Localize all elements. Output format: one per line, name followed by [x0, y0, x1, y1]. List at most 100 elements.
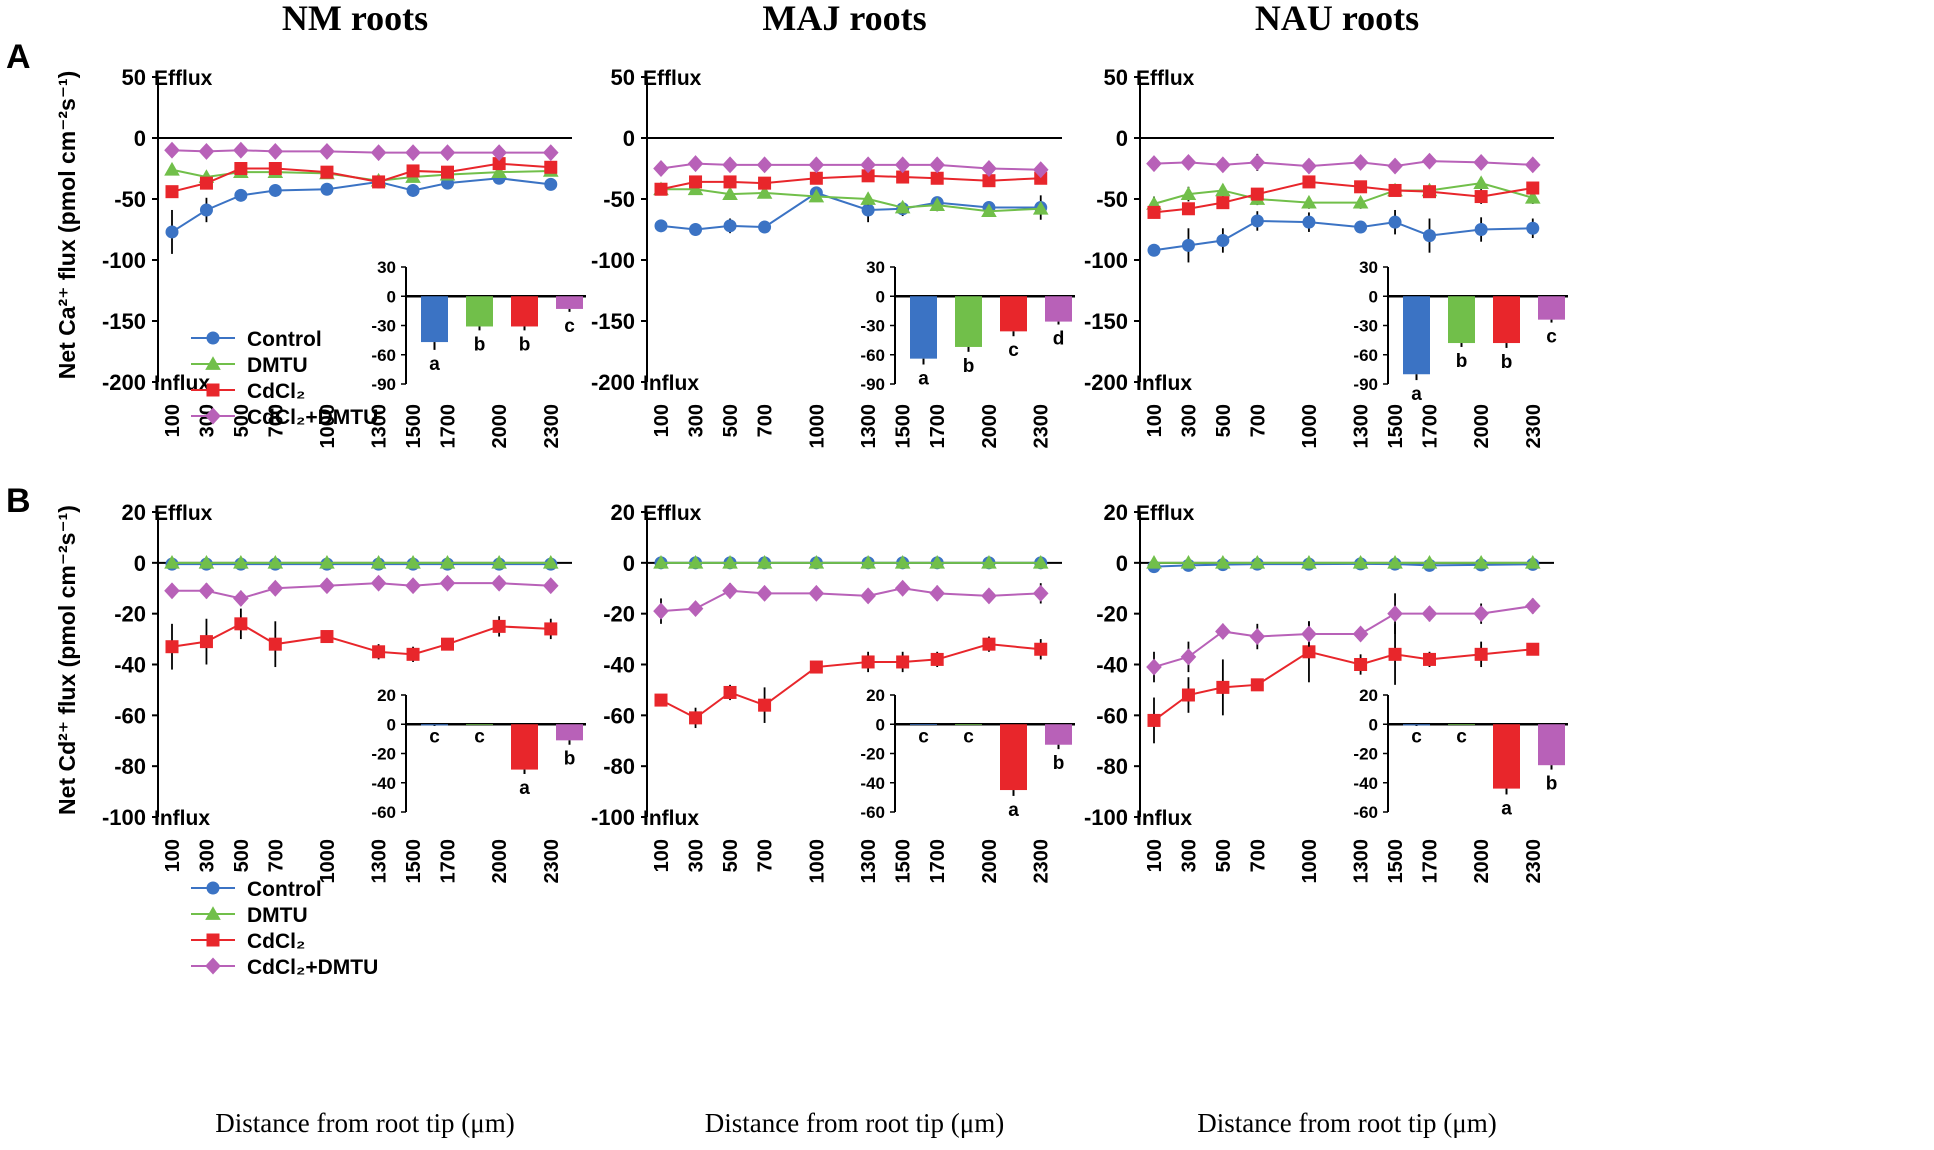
data-point	[894, 156, 911, 174]
inset-y-tick-label: 0	[876, 287, 885, 306]
y-tick-label: -100	[1084, 805, 1128, 830]
data-point	[319, 142, 335, 160]
data-point	[1421, 605, 1438, 623]
data-point	[687, 600, 704, 618]
y-tick-label: -60	[114, 703, 146, 728]
significance-letter: c	[1411, 726, 1422, 747]
y-tick-label: 0	[1116, 551, 1128, 576]
x-tick-label: 2300	[541, 839, 563, 884]
legend-label: Control	[247, 878, 322, 901]
x-tick-label: 1500	[403, 404, 425, 449]
x-tick-label: 1300	[858, 404, 880, 449]
influx-label: Influx	[154, 372, 210, 395]
inset-y-tick-label: -30	[371, 317, 396, 336]
x-tick-label: 100	[1144, 839, 1166, 872]
y-tick-label: -20	[114, 602, 146, 627]
inset-bar	[955, 724, 982, 726]
data-point	[1388, 183, 1402, 197]
x-tick-label: 700	[755, 839, 777, 872]
x-tick-label: 500	[1213, 404, 1235, 437]
inset-bar	[955, 296, 982, 347]
series	[653, 555, 1049, 569]
inset-bar-chart: 20 0 -20 -40 -60 c c a b	[371, 686, 586, 822]
data-point	[268, 162, 282, 175]
y-tick-label: -100	[1084, 248, 1128, 273]
y-axis-label: Net Cd²⁺ flux (pmol cm⁻²s⁻¹)	[54, 505, 80, 815]
inset-bar	[1403, 296, 1430, 375]
data-point	[1524, 597, 1541, 615]
x-tick-label: 1700	[927, 404, 949, 449]
x-tick-label: 300	[1178, 839, 1200, 872]
legend-label: CdCl₂	[247, 930, 305, 953]
y-tick-label: -100	[102, 805, 146, 830]
data-point	[758, 698, 772, 712]
data-point	[492, 619, 506, 633]
data-point	[894, 555, 911, 569]
x-tick-label: 1000	[317, 839, 339, 884]
data-point	[542, 144, 559, 162]
data-point	[1146, 555, 1162, 569]
series	[654, 636, 1048, 729]
data-point	[1473, 555, 1489, 569]
data-point	[1352, 194, 1369, 209]
chart-panel: 20 0 -20 -40 -60 -80 -100 Efflux Influx 100 300 500…	[591, 500, 1075, 1138]
data-point	[198, 582, 215, 600]
x-tick-label: 1000	[806, 404, 828, 449]
series	[1146, 152, 1541, 175]
data-point	[654, 693, 668, 707]
significance-letter: b	[474, 334, 486, 355]
x-tick-label: 100	[162, 404, 184, 437]
data-point	[491, 555, 507, 569]
inset-y-tick-label: 20	[377, 686, 396, 705]
chart-panel: 20 0 -20 -40 -60 -80 -100 Efflux Influx 100 300 500…	[102, 500, 586, 1138]
data-point	[233, 555, 249, 569]
x-tick-label: 2300	[1031, 404, 1053, 449]
x-tick-label: 1700	[927, 839, 949, 884]
series-line	[1153, 180, 1533, 214]
data-point	[1387, 605, 1403, 623]
inset-bar	[1000, 296, 1027, 332]
influx-label: Influx	[643, 372, 699, 395]
data-point	[981, 203, 997, 218]
data-point	[1032, 200, 1049, 215]
series	[654, 169, 1048, 196]
data-point	[206, 933, 220, 947]
x-axis-title: Distance from root tip (μm)	[705, 1108, 1004, 1138]
data-point	[1181, 238, 1195, 252]
data-point	[1354, 220, 1368, 234]
inset-y-tick-label: 0	[387, 715, 396, 734]
series	[164, 574, 559, 607]
y-tick-label: 0	[623, 551, 635, 576]
data-point	[405, 144, 421, 162]
inset-y-tick-label: 0	[1369, 715, 1378, 734]
inset-y-tick-label: -90	[860, 375, 885, 394]
data-point	[758, 176, 772, 190]
inset-y-tick-label: 30	[377, 258, 396, 277]
inset-bar	[1448, 296, 1475, 344]
inset-bar-chart: 20 0 -20 -40 -60 c c a b	[860, 686, 1075, 822]
y-tick-label: -200	[591, 370, 635, 395]
data-point	[267, 142, 284, 160]
inset-bar-chart: 30 0 -30 -60 -90 a b b c	[1353, 258, 1568, 405]
data-point	[1032, 555, 1049, 569]
data-point	[320, 165, 334, 179]
data-point	[896, 655, 910, 669]
x-tick-label: 1300	[858, 839, 880, 884]
significance-letter: a	[1501, 798, 1512, 819]
data-point	[492, 157, 506, 171]
data-point	[233, 589, 249, 607]
x-tick-label: 2000	[489, 839, 511, 884]
inset-y-tick-label: -60	[371, 346, 396, 365]
series	[165, 171, 558, 254]
y-tick-label: -20	[1096, 602, 1128, 627]
series-line	[660, 174, 1041, 191]
data-point	[687, 155, 704, 173]
inset-y-tick-label: -90	[371, 375, 396, 394]
data-point	[1354, 658, 1368, 671]
data-point	[1473, 153, 1489, 171]
x-tick-label: 1300	[369, 839, 391, 884]
significance-letter: b	[963, 356, 975, 377]
x-tick-label: 700	[1247, 839, 1269, 872]
data-point	[1387, 157, 1403, 175]
x-tick-label: 1500	[1385, 839, 1407, 884]
